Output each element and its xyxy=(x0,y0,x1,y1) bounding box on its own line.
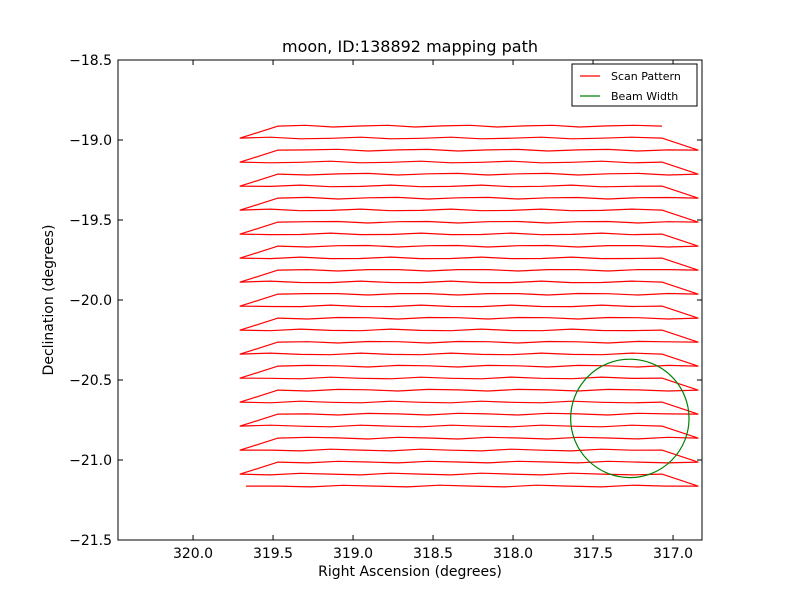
scan-pattern-line xyxy=(239,124,699,488)
x-tick-label: 318.5 xyxy=(413,546,453,562)
axes-background xyxy=(118,60,702,540)
legend: Scan Pattern Beam Width xyxy=(571,63,698,107)
y-tick-label: −20.5 xyxy=(69,373,112,389)
y-tick-label: −18.5 xyxy=(69,53,112,69)
legend-scan-pattern-label: Scan Pattern xyxy=(611,70,681,83)
y-axis-ticks: −18.5 −19.0 −19.5 −20.0 −20.5 −21.0 −21.5 xyxy=(69,53,702,549)
y-tick-label: −20.0 xyxy=(69,293,112,309)
x-tick-label: 320.0 xyxy=(173,546,213,562)
x-tick-label: 317.0 xyxy=(653,546,693,562)
beam-width-circle xyxy=(570,358,690,479)
plot-area: 320.0 319.5 319.0 318.5 318.0 317.5 317.0 −18.… xyxy=(69,53,703,562)
y-tick-label: −19.5 xyxy=(69,213,112,229)
x-tick-label: 317.5 xyxy=(573,546,613,562)
x-tick-label: 319.5 xyxy=(253,546,293,562)
legend-beam-width-label: Beam Width xyxy=(611,90,678,103)
x-tick-label: 318.0 xyxy=(493,546,533,562)
x-axis-ticks: 320.0 319.5 319.0 318.5 318.0 317.5 317.0 xyxy=(173,60,693,562)
x-axis-label: Right Ascension (degrees) xyxy=(318,564,502,580)
series-layer xyxy=(239,124,699,488)
y-tick-label: −21.0 xyxy=(69,453,112,469)
legend-box xyxy=(571,63,698,107)
y-tick-label: −21.5 xyxy=(69,533,112,549)
chart-title: moon, ID:138892 mapping path xyxy=(282,37,538,56)
y-axis-label: Declination (degrees) xyxy=(41,225,57,376)
x-tick-label: 319.0 xyxy=(333,546,373,562)
y-tick-label: −19.0 xyxy=(69,133,112,149)
